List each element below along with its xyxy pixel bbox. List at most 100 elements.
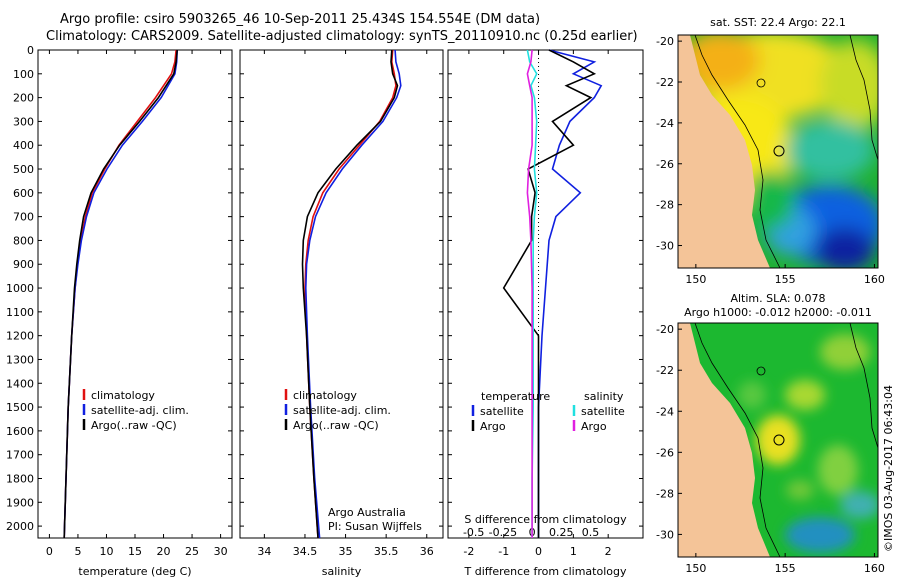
legend-label: Argo(..raw -QC)	[293, 419, 379, 432]
x-tick-label: 36	[420, 545, 434, 558]
difference-panel: -2 -1 0 1 2-0.5 -0.25 0 0.25 0.5S difference fro…	[447, 49, 644, 578]
x-tick-label: 2	[605, 545, 612, 558]
chart-title-line2: Climatology: CARS2009. Satellite-adjuste…	[46, 29, 638, 44]
map-y-tick-label: -28	[656, 199, 674, 212]
salinity-panel: 34 34.5 35 35.5 36 salinity climatology satelli…	[239, 49, 444, 578]
y-tick-label: 2000	[6, 520, 34, 533]
sst-map-frame	[677, 34, 879, 269]
plot-frame	[239, 49, 444, 539]
difference-line	[537, 49, 603, 538]
map-y-tick-label: -24	[656, 117, 674, 130]
sla-map: 150 155 160 -20 -22 -24 -26 -28 -30	[656, 322, 885, 575]
x-tick-label: 34	[257, 545, 271, 558]
sla-map-frame	[677, 322, 879, 558]
top-scale-tick-label: 0.25	[549, 526, 574, 539]
x-tick-label: 30	[214, 545, 228, 558]
x-tick-label: 10	[99, 545, 113, 558]
map-y-tick-label: -20	[656, 323, 674, 336]
y-tick-label: 200	[13, 92, 34, 105]
legend-label: climatology	[293, 389, 357, 402]
x-tick-label: 0	[46, 545, 53, 558]
x-tick-label: 35	[339, 545, 353, 558]
y-tick-label: 600	[13, 187, 34, 200]
y-tick-label: 800	[13, 234, 34, 247]
sla-map-title-line2: Argo h1000: -0.012 h2000: -0.011	[684, 306, 872, 319]
y-tick-label: 1100	[6, 306, 34, 319]
x-tick-label: 5	[74, 545, 81, 558]
map-y-tick-label: -28	[656, 487, 674, 500]
top-scale-tick-label: 0.5	[582, 526, 600, 539]
map-x-tick-label: 155	[775, 273, 796, 286]
y-tick-label: 1900	[6, 496, 34, 509]
map-x-tick-label: 150	[685, 562, 706, 575]
temperature-panel: 0100200300400500600700800900100011001200…	[6, 44, 233, 578]
map-y-tick-label: -22	[656, 76, 674, 89]
x-tick-label: 25	[185, 545, 199, 558]
x-tick-label: 0	[535, 545, 542, 558]
x-axis-label: salinity	[322, 565, 362, 578]
legend-label: satellite	[581, 405, 625, 418]
argo-position-marker-sst	[773, 145, 785, 157]
y-tick-label: 1700	[6, 449, 34, 462]
y-tick-label: 1200	[6, 330, 34, 343]
sla-map-land	[678, 323, 770, 557]
map-y-tick-label: -26	[656, 446, 674, 459]
x-tick-label: 20	[157, 545, 171, 558]
y-tick-label: 700	[13, 211, 34, 224]
map-x-tick-label: 160	[864, 562, 885, 575]
x-axis-label: T difference from climatology	[464, 565, 627, 578]
y-tick-label: 900	[13, 258, 34, 271]
sst-map-land	[678, 35, 770, 268]
x-tick-label: -2	[463, 545, 474, 558]
x-tick-label: 34.5	[293, 545, 318, 558]
map-y-tick-label: -30	[656, 240, 674, 253]
legend-label: satellite-adj. clim.	[293, 404, 391, 417]
chart-title-line1: Argo profile: csiro 5903265_46 10-Sep-20…	[60, 12, 541, 27]
map-x-tick-label: 150	[685, 273, 706, 286]
annotation-text: Argo Australia	[328, 506, 406, 519]
top-scale-tick-label: -0.25	[489, 526, 517, 539]
imos-timestamp: ©IMOS 03-Aug-2017 06:43:04	[882, 385, 895, 552]
legend-label: satellite-adj. clim.	[91, 404, 189, 417]
y-tick-label: 1500	[6, 401, 34, 414]
legend-label: Argo	[480, 420, 506, 433]
x-tick-label: -1	[498, 545, 509, 558]
legend-label: satellite	[480, 405, 524, 418]
x-tick-label: 15	[128, 545, 142, 558]
difference-line	[526, 49, 538, 538]
top-scale-label: S difference from climatology	[464, 513, 627, 526]
sla-map-title-line1: Altim. SLA: 0.078	[730, 292, 825, 305]
legend-heading: salinity	[584, 390, 624, 403]
y-tick-label: 1000	[6, 282, 34, 295]
difference-line	[526, 49, 533, 538]
legend-label: Argo	[581, 420, 607, 433]
y-tick-label: 400	[13, 139, 34, 152]
map-x-tick-label: 155	[775, 562, 796, 575]
legend-label: climatology	[91, 389, 155, 402]
legend-label: Argo(..raw -QC)	[91, 419, 177, 432]
y-tick-label: 100	[13, 68, 34, 81]
sst-map-title: sat. SST: 22.4 Argo: 22.1	[710, 16, 846, 29]
y-tick-label: 1300	[6, 353, 34, 366]
x-axis-label: temperature (deg C)	[78, 565, 191, 578]
map-y-tick-label: -26	[656, 158, 674, 171]
y-tick-label: 0	[27, 44, 34, 57]
x-tick-label: 35.5	[374, 545, 399, 558]
sst-map: 150 155 160 -20 -22 -24 -26 -28 -30	[656, 34, 885, 286]
map-y-tick-label: -22	[656, 364, 674, 377]
y-tick-label: 1600	[6, 425, 34, 438]
x-tick-label: 1	[570, 545, 577, 558]
top-scale-tick-label: -0.5	[463, 526, 484, 539]
annotation-text: PI: Susan Wijffels	[328, 520, 422, 533]
y-tick-label: 1400	[6, 377, 34, 390]
y-tick-label: 500	[13, 163, 34, 176]
y-tick-label: 1800	[6, 472, 34, 485]
map-y-tick-label: -20	[656, 35, 674, 48]
difference-line	[502, 49, 597, 538]
legend-heading: temperature	[481, 390, 550, 403]
map-y-tick-label: -24	[656, 405, 674, 418]
series-line	[301, 49, 399, 539]
argo-position-marker-sla	[773, 434, 785, 446]
y-tick-label: 300	[13, 115, 34, 128]
